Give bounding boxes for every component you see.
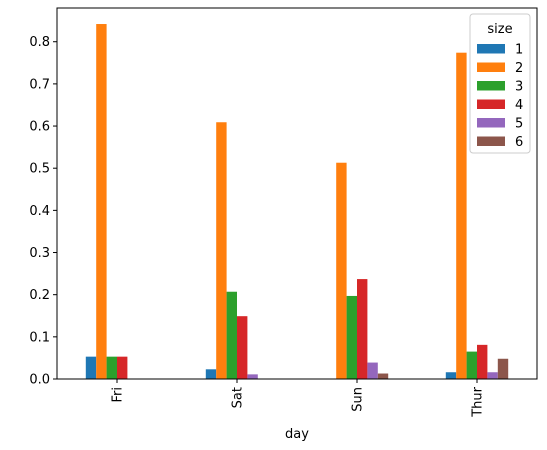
y-tick-label: 0.6 (29, 120, 50, 135)
bar-thur-size-3 (466, 351, 477, 379)
y-tick-label: 0.8 (29, 35, 50, 50)
legend-label-size-6: 6 (515, 135, 523, 150)
legend-swatch-size-5 (477, 118, 505, 128)
bar-thur-size-2 (456, 52, 467, 379)
legend-title: size (487, 22, 512, 37)
bar-fri-size-2 (96, 24, 107, 380)
bars-group (85, 24, 509, 380)
x-axis: Fri Sat Sun Thur (111, 379, 486, 418)
bar-fri-size-4 (117, 356, 128, 379)
legend-label-size-2: 2 (515, 61, 523, 76)
legend-label-size-5: 5 (515, 117, 523, 132)
bar-sat-size-1 (205, 369, 217, 379)
bar-sat-size-3 (226, 291, 237, 379)
bar-sun-size-3 (346, 295, 357, 379)
legend-swatch-size-2 (477, 62, 505, 72)
x-tick-label: Thur (471, 386, 486, 417)
bar-fri-size-3 (106, 356, 117, 379)
x-tick-label: Sat (231, 387, 246, 408)
bar-sat-size-4 (237, 316, 248, 379)
legend-swatch-size-1 (477, 44, 505, 54)
bar-sun-size-4 (357, 279, 368, 379)
legend-label-size-3: 3 (515, 80, 523, 95)
plot-frame (56, 7, 538, 380)
y-tick-label: 0.1 (29, 330, 50, 345)
bar-thur-size-1 (445, 372, 457, 379)
y-tick-label: 0.5 (29, 162, 50, 177)
bar-fri-size-1 (85, 356, 97, 379)
x-axis-label: day (285, 427, 309, 442)
bar-sun-size-6 (377, 373, 389, 379)
bar-thur-size-6 (497, 358, 509, 379)
y-axis: 0.0 0.1 0.2 0.3 0.4 0.5 0.6 0.7 0.8 (29, 35, 57, 388)
legend-swatch-size-6 (477, 136, 505, 146)
bar-sat-size-5 (247, 374, 258, 379)
bar-sun-size-2 (336, 162, 347, 379)
legend-swatch-size-3 (477, 81, 505, 91)
legend-swatch-size-4 (477, 99, 505, 109)
y-tick-label: 0.4 (29, 204, 50, 219)
bar-thur-size-4 (477, 344, 488, 379)
legend-label-size-1: 1 (515, 43, 523, 58)
bar-sun-size-5 (367, 362, 378, 379)
y-tick-label: 0.0 (29, 373, 50, 388)
legend-label-size-4: 4 (515, 98, 523, 113)
y-tick-label: 0.2 (29, 288, 50, 303)
y-tick-label: 0.3 (29, 246, 50, 261)
bar-thur-size-5 (487, 372, 498, 379)
x-tick-label: Sun (351, 387, 366, 412)
bar-sat-size-2 (216, 122, 227, 379)
y-tick-label: 0.7 (29, 77, 50, 92)
x-tick-label: Fri (111, 387, 126, 403)
